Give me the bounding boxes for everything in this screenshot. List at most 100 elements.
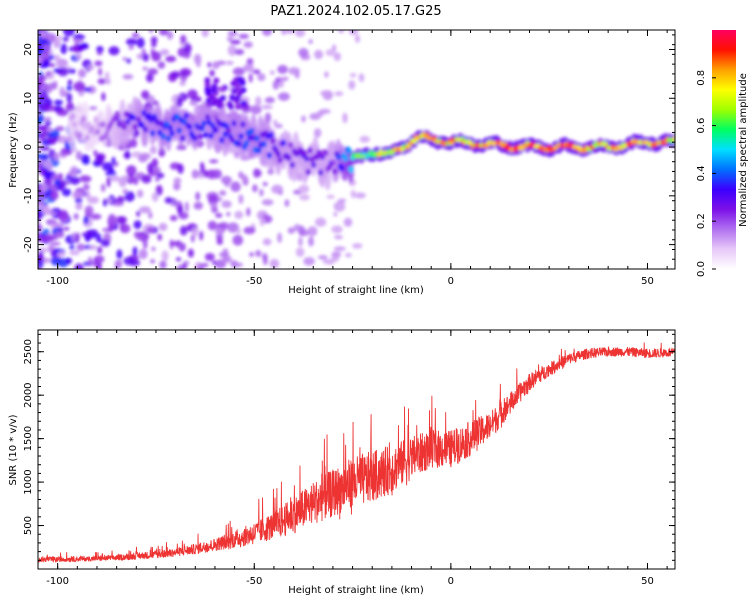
spectrogram-noise-cell — [78, 68, 87, 78]
spectrogram-ridge-cell — [192, 134, 198, 142]
spectrogram-noise-cell — [94, 255, 105, 264]
spectrogram-noise-cell — [42, 234, 54, 242]
spectrogram-ridge-cell — [304, 155, 310, 162]
spectrogram-ridge-halo — [324, 166, 331, 191]
spectrogram-ridge-cell — [277, 157, 283, 164]
spectrogram-noise-cell — [236, 228, 241, 234]
spectrogram-noise-cell — [169, 241, 182, 246]
spectrogram-noise-cell — [324, 71, 329, 78]
spectrogram-noise-cell — [85, 190, 91, 200]
spectrogram-noise-cell — [97, 261, 102, 269]
spectrogram-noise-cell — [334, 235, 343, 240]
spectrogram-noise-cell — [132, 246, 138, 257]
spectrogram-noise-cell — [150, 36, 158, 44]
spectrogram-noise-cell — [73, 34, 86, 40]
spectrogram-noise-cell — [318, 108, 331, 114]
spectrogram-ridge-cell — [164, 120, 170, 128]
spectrogram-noise-cell — [47, 184, 58, 191]
spectrogram-noise-cell — [230, 39, 241, 45]
spectrogram-ridge-cell — [236, 140, 242, 147]
spectrogram-cluster-cell — [235, 86, 242, 93]
spectrogram-noise-cell — [161, 250, 169, 262]
spectrogram-noise-cell — [230, 181, 241, 192]
spectrogram-ridge-cell — [81, 115, 87, 122]
spectrogram-noise-cell — [128, 44, 134, 50]
spectrogram-ridge-cell — [346, 147, 352, 154]
spectrogram-noise-cell — [43, 116, 52, 122]
spectrogram-noise-cell — [142, 53, 150, 62]
spectrogram-noise-cell — [349, 72, 357, 78]
spectrogram-noise-cell — [151, 246, 156, 252]
spectrogram-noise-cell — [83, 215, 89, 225]
colorbar-tick-label: 0.2 — [696, 213, 707, 229]
spectrogram-noise-cell — [179, 68, 192, 77]
spectrogram-ridge-cell — [86, 121, 92, 128]
spectrogram-noise-cell — [38, 252, 44, 263]
spectrogram-noise-cell — [338, 30, 345, 34]
spectrogram-noise-cell — [147, 68, 158, 76]
spectrogram-noise-cell — [66, 85, 73, 91]
spectrogram-ridge-halo — [262, 143, 270, 168]
spectrogram-noise-cell — [38, 126, 42, 131]
spectrogram-ridge-cell — [203, 131, 209, 138]
spectrogram-noise-cell — [93, 149, 98, 156]
spectrogram-noise-cell — [195, 57, 201, 68]
spectrogram-noise-cell — [270, 70, 275, 75]
spectrogram-ridge-cell — [266, 152, 272, 159]
spectrogram-noise-cell — [264, 112, 272, 124]
spectrogram-noise-cell — [59, 86, 65, 98]
spectrogram-noise-cell — [150, 259, 156, 264]
y-tick-label: 2500 — [23, 339, 34, 364]
spectrogram-noise-cell — [57, 67, 69, 77]
spectrogram-frame — [37, 29, 676, 270]
spectrogram-noise-cell — [87, 196, 99, 204]
y-tick-label: 1500 — [23, 426, 34, 451]
spectrogram-noise-cell — [38, 47, 44, 54]
spectrogram-noise-cell — [343, 217, 353, 227]
spectrogram-noise-cell — [149, 145, 157, 155]
y-tick-label: 20 — [23, 43, 34, 56]
spectrogram-noise-cell — [38, 110, 42, 117]
spectrogram-ridge-cell — [160, 133, 166, 140]
spectrogram-noise-cell — [226, 36, 233, 42]
spectrogram-noise-cell — [187, 248, 194, 258]
spectrogram-noise-cell — [38, 153, 41, 158]
x-tick-label: 50 — [641, 276, 654, 287]
spectrogram-noise-cell — [65, 257, 72, 265]
spectrogram-ridge-cell — [213, 126, 219, 133]
spectrogram-noise-cell — [334, 91, 344, 96]
spectrogram-noise-cell — [191, 169, 199, 179]
spectrogram-noise-cell — [100, 183, 106, 192]
spectrogram-noise-cell — [60, 43, 68, 55]
spectrogram-noise-cell — [255, 250, 262, 257]
spectrogram-noise-cell — [261, 104, 273, 110]
colorbar-tick-label: 0.0 — [696, 261, 707, 277]
spectrogram-noise-cell — [71, 232, 77, 242]
spectrogram-noise-cell — [220, 175, 232, 185]
spectrogram-ridge-cell — [180, 135, 186, 142]
spectrogram-noise-cell — [43, 178, 53, 187]
spectrogram-noise-cell — [232, 67, 245, 76]
spectrogram-noise-cell — [308, 236, 314, 247]
spectrogram-noise-cell — [129, 138, 138, 148]
spectrogram-noise-cell — [278, 190, 283, 196]
spectrogram-ridge-cell — [330, 159, 336, 166]
spectrogram-noise-cell — [159, 30, 169, 36]
spectrogram-noise-cell — [180, 34, 187, 44]
spectrogram-noise-cell — [243, 226, 256, 235]
spectrogram-noise-cell — [250, 105, 262, 115]
x-tick-label: -50 — [246, 276, 262, 287]
spectrogram-noise-cell — [262, 254, 268, 266]
spectrogram-noise-cell — [248, 73, 253, 83]
y-tick-label: -10 — [23, 188, 34, 204]
snr-ticks: -100 -50 0 50 500 1000 1500 2000 2500 — [23, 330, 675, 587]
spectrogram-ridge-cell — [275, 151, 281, 158]
spectrogram-noise-cell — [86, 64, 95, 71]
spectrogram-noise-cell — [158, 222, 168, 232]
spectrogram-noise-cell — [157, 233, 163, 241]
spectrogram-noise-cell — [65, 102, 75, 113]
snr-ylabel: SNR (10 * v/v) — [8, 414, 19, 485]
spectrogram-ridge-cell — [240, 121, 246, 128]
colorbar-tick-label: 0.8 — [696, 70, 707, 86]
spectrogram-noise-cell — [124, 191, 135, 202]
